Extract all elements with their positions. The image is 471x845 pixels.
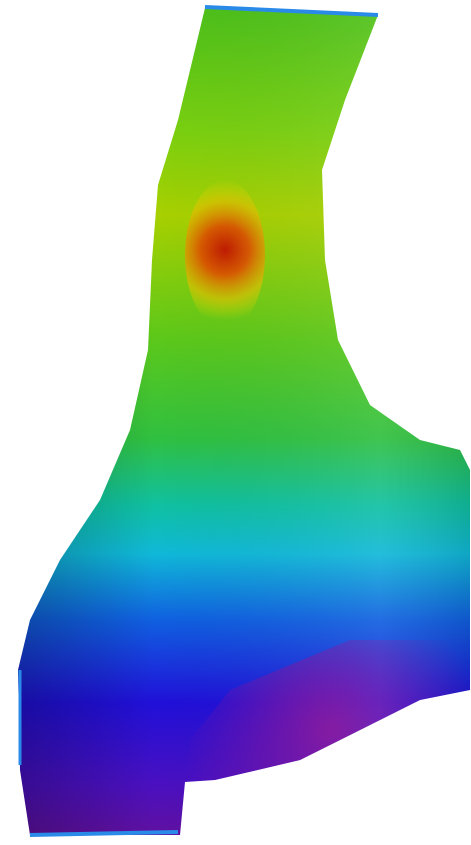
page bbox=[0, 0, 471, 845]
mesh-shading bbox=[18, 8, 470, 835]
rendered-mesh bbox=[0, 0, 471, 845]
